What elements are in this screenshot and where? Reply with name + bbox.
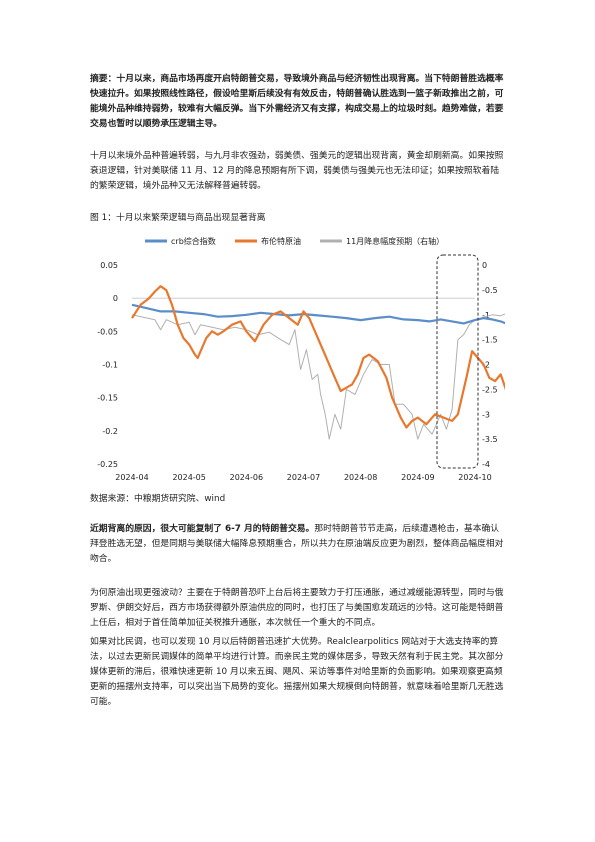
x-tick-label: 2024-08 (344, 473, 377, 482)
chart-legend: crb综合指数 布伦特原油 11月降息幅度预期（右轴） (145, 236, 444, 246)
y-right-tick-label: -1 (482, 311, 490, 320)
y-right-tick-label: -0.5 (482, 286, 498, 295)
series-lines (131, 285, 505, 440)
data-source: 数据来源：中粮期货研究院、wind (90, 494, 226, 504)
y-right-tick-label: 0 (482, 261, 487, 270)
y-right-tick-label: -2.5 (482, 385, 498, 394)
left-y-axis: 0.05 0 -0.05 -0.1 -0.15 -0.2 -0.25 (97, 261, 118, 469)
y-left-tick-label: -0.1 (102, 361, 118, 370)
y-left-tick-label: -0.15 (97, 394, 118, 403)
highlight-box (436, 254, 479, 469)
legend-label: crb综合指数 (171, 236, 216, 246)
paragraph-divergence: 十月以来境外品种普遍转弱，与九月非农强劲，弱美债、强美元的逻辑出现背离，黄金却刷… (90, 151, 504, 191)
y-right-tick-label: -1.5 (482, 336, 498, 345)
x-axis: 2024-04 2024-05 2024-06 2024-07 2024-08 2024-… (115, 473, 491, 482)
paragraph-reason-lead: 近期背离的原因，很大可能复制了 6-7 月的特朗普交易。 (90, 524, 315, 534)
y-left-tick-label: -0.05 (97, 327, 118, 336)
y-right-tick-label: -2 (482, 361, 490, 370)
y-left-tick-label: 0 (113, 294, 118, 303)
right-y-axis: 0 -0.5 -1 -1.5 -2 -2.5 -3 -3.5 -4 (482, 261, 498, 469)
series-line-3 (131, 313, 505, 440)
y-left-tick-label: 0.05 (100, 261, 118, 270)
x-tick-label: 2024-10 (458, 473, 491, 482)
legend-label: 布伦特原油 (261, 236, 301, 246)
figure-title: 图 1：十月以来繁荣逻辑与商品出现显著背离 (90, 213, 266, 223)
series-line-2 (131, 285, 505, 429)
series-line-1 (131, 303, 505, 325)
paragraph-reason: 近期背离的原因，很大可能复制了 6-7 月的特朗普交易。那时特朗普节节走高，后续… (90, 522, 505, 567)
x-tick-label: 2024-09 (401, 473, 434, 482)
paragraph-polls: 如果对比民调，也可以发现 10 月以后特朗普迅速扩大优势。Realclearpo… (90, 637, 504, 707)
line-chart: crb综合指数 布伦特原油 11月降息幅度预期（右轴） 0.05 0 -0.05 -0.1… (97, 236, 505, 482)
x-tick-label: 2024-04 (115, 473, 148, 482)
paragraph-oil: 为何原油出现更强波动？主要在于特朗普恐吓上台后将主要致力于打压通胀，通过减缓能源… (90, 588, 504, 628)
abstract: 摘要：十月以来，商品市场再度开启特朗普交易，导致境外商品与经济韧性出现背离。当下… (90, 74, 504, 129)
x-tick-label: 2024-06 (230, 473, 263, 482)
y-right-tick-label: -3.5 (482, 435, 498, 444)
x-tick-label: 2024-05 (172, 473, 205, 482)
paragraph-reason-body: 那时特朗普节节走高，后续遭遇枪击，基本确认拜登胜选无望，但是同期与美联储大幅降息… (90, 524, 504, 564)
y-left-tick-label: -0.25 (97, 460, 118, 469)
y-left-tick-label: -0.2 (102, 427, 118, 436)
legend-label: 11月降息幅度预期（右轴） (346, 236, 444, 246)
y-right-tick-label: -4 (482, 460, 490, 469)
x-tick-label: 2024-07 (287, 473, 320, 482)
y-right-tick-label: -3 (482, 410, 490, 419)
